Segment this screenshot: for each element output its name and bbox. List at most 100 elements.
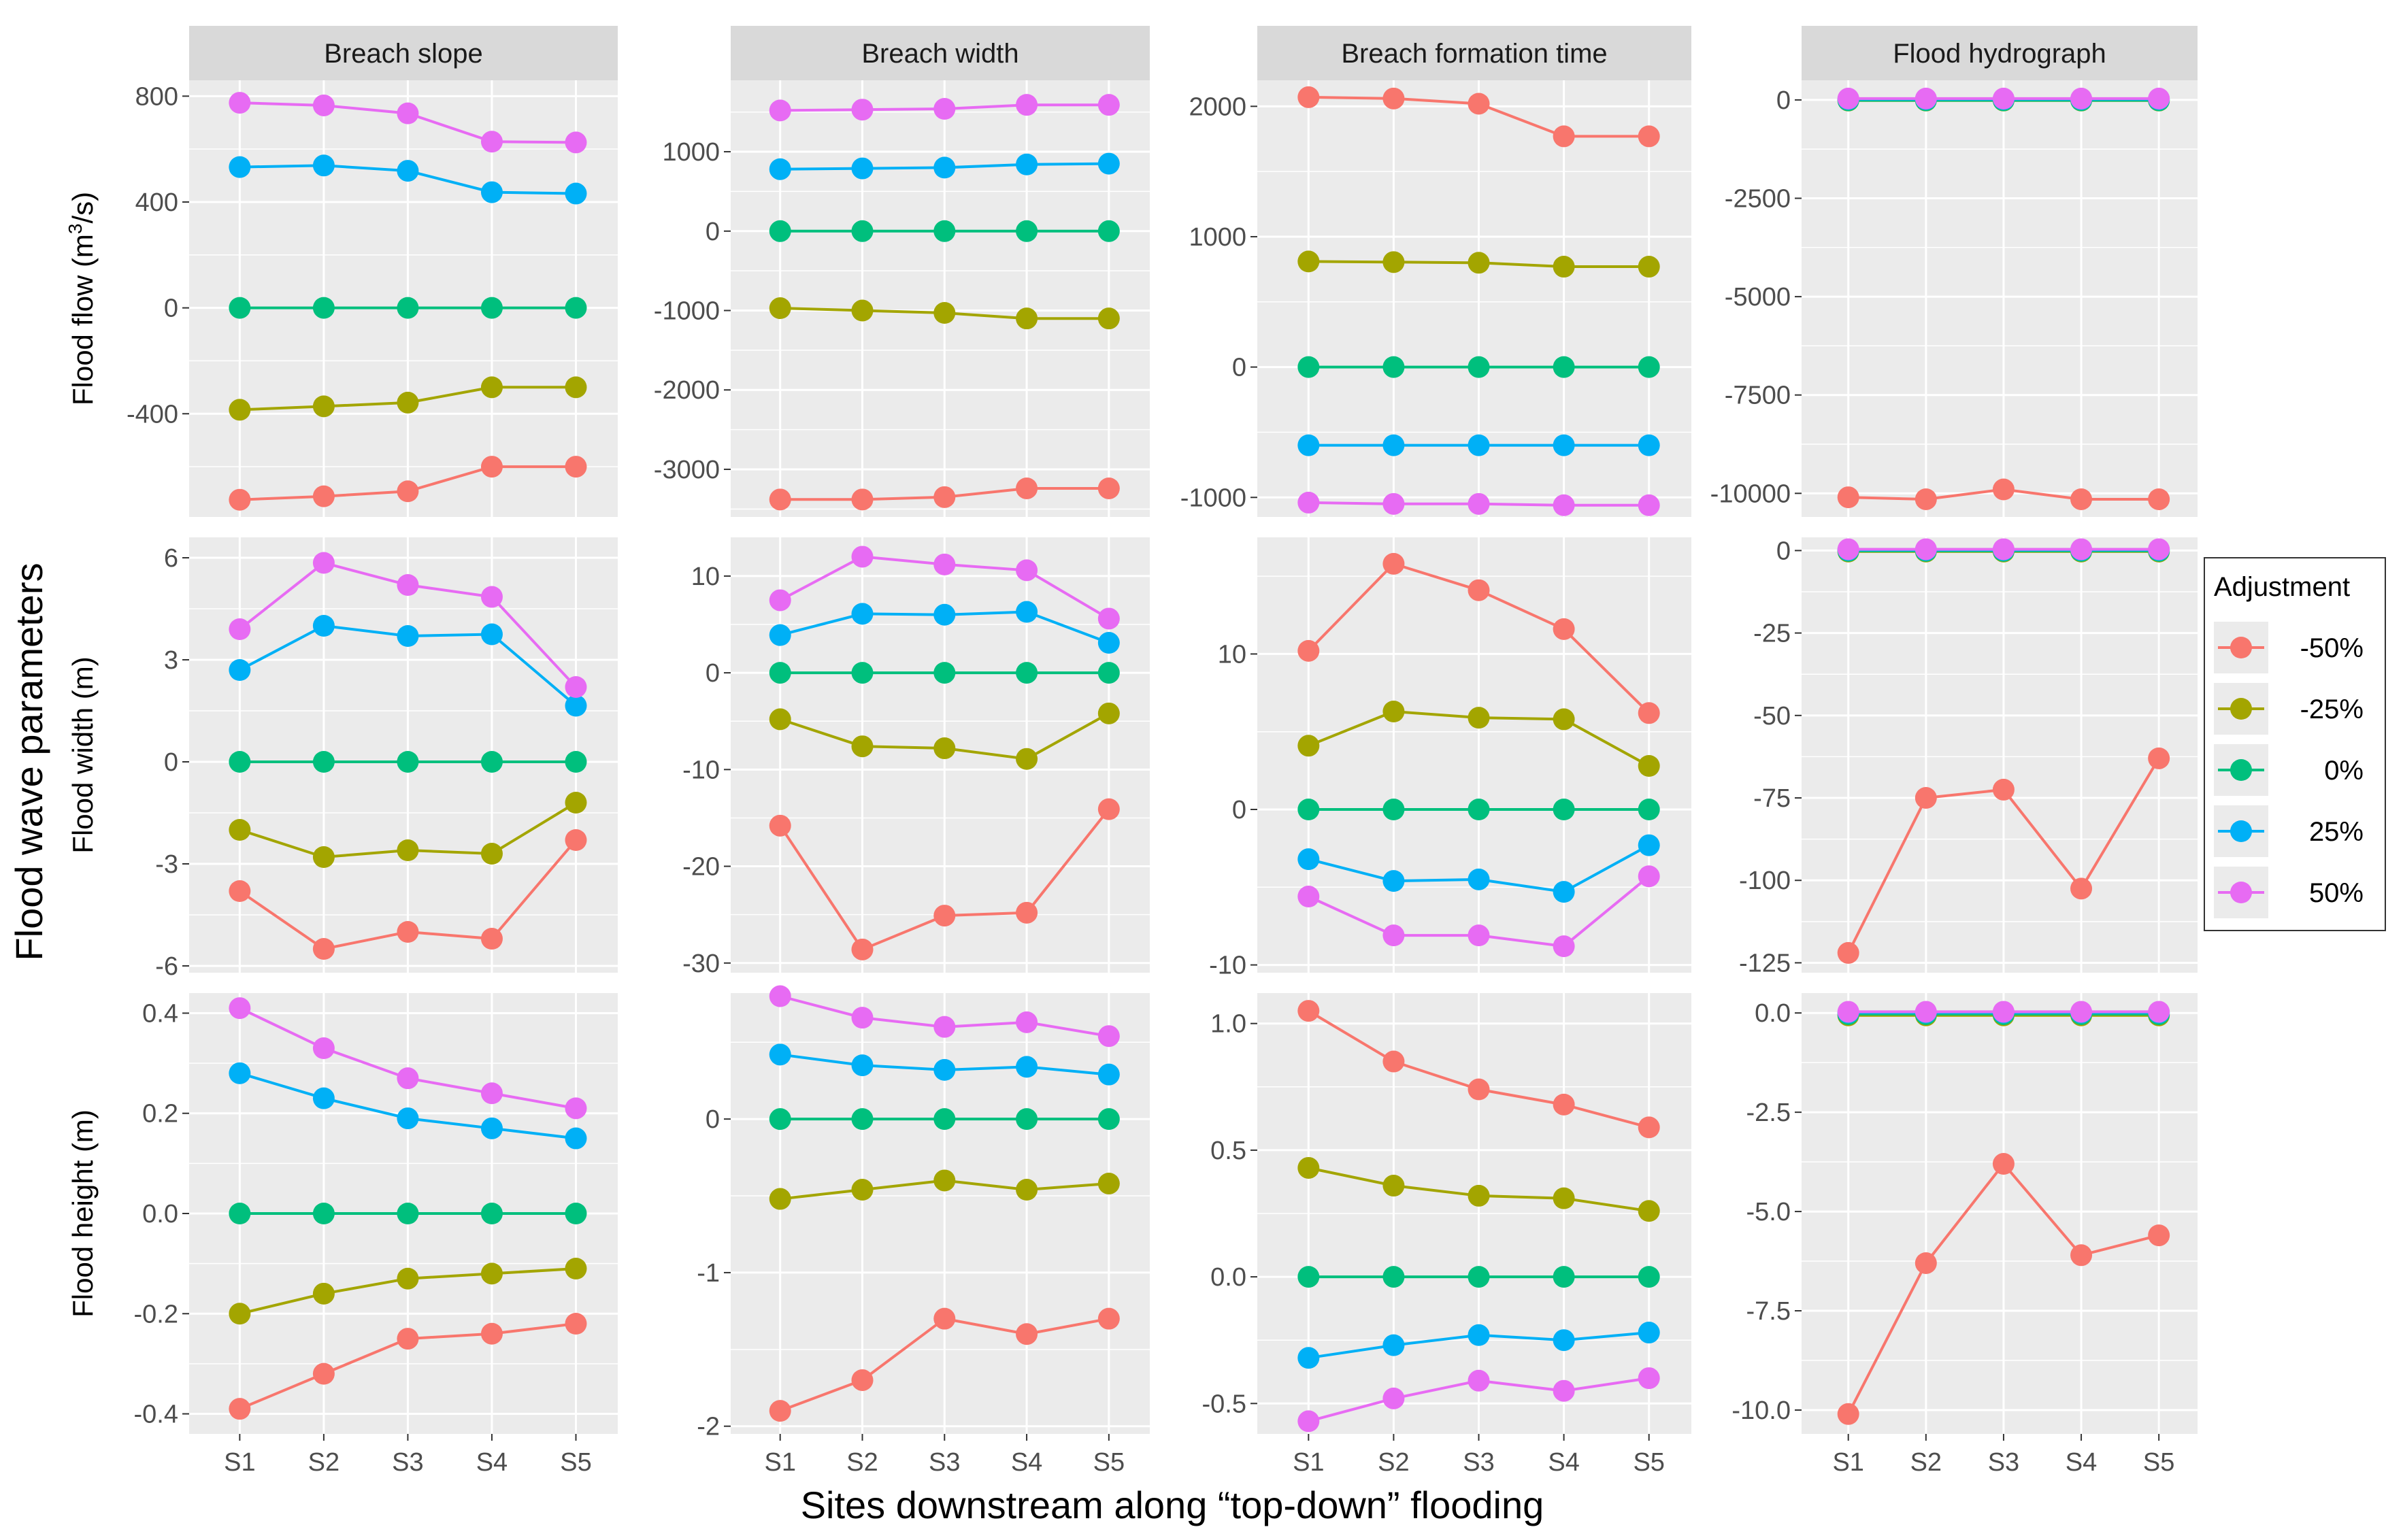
data-point [1638, 1322, 1660, 1344]
data-point [851, 220, 874, 242]
series-0% [1297, 799, 1660, 820]
data-point [1837, 486, 1859, 509]
strip-label: Breach width [861, 39, 1018, 69]
data-point [1992, 1153, 2015, 1175]
legend-key-point [2230, 759, 2252, 781]
y-tick-label: 0 [1232, 796, 1246, 824]
series--50% [1837, 478, 2170, 510]
data-point [229, 659, 251, 681]
data-point [229, 488, 251, 511]
panel-r1-c4: 0 -2500 -5000 -7500 -10000 [1710, 80, 2198, 517]
data-point [769, 624, 791, 646]
data-point [1382, 356, 1405, 378]
legend-key-point [2230, 820, 2252, 842]
data-point [312, 485, 335, 507]
x-tick-label: S2 [1378, 1448, 1409, 1477]
data-point [565, 694, 587, 717]
data-point [397, 1107, 419, 1130]
data-point [1016, 220, 1038, 242]
data-point [1468, 1324, 1490, 1346]
data-point [1553, 1093, 1575, 1116]
y-tick-label: -7500 [1725, 382, 1791, 410]
data-point [1297, 1347, 1320, 1369]
series-25% [1297, 434, 1660, 456]
data-point [1638, 755, 1660, 777]
series-0% [229, 751, 587, 773]
data-point [229, 92, 251, 114]
y-tick-label: -10000 [1710, 480, 1791, 508]
x-tick-label: S1 [224, 1448, 255, 1477]
series--50% [229, 1313, 587, 1420]
data-point [1553, 1266, 1575, 1288]
data-point [312, 1087, 335, 1109]
data-point [1297, 1156, 1320, 1179]
data-point [1468, 492, 1490, 515]
x-tick-label: S2 [846, 1448, 878, 1477]
data-point [397, 1203, 419, 1224]
data-point [312, 615, 335, 637]
data-point [1297, 735, 1320, 757]
data-point [312, 297, 335, 319]
data-point [1097, 1025, 1120, 1048]
data-point [480, 843, 503, 865]
data-point [1097, 220, 1120, 242]
series-50% [1297, 491, 1660, 516]
data-point [851, 603, 874, 625]
y-tick-label: 0 [706, 1105, 720, 1134]
data-point [1097, 632, 1120, 654]
x-axis-title: Sites downstream along “top-down” floodi… [801, 1484, 1544, 1526]
data-point [1468, 434, 1490, 456]
data-point [397, 1067, 419, 1090]
data-point [769, 985, 791, 1007]
series-50% [769, 985, 1120, 1048]
data-point [1016, 901, 1038, 924]
data-point [1097, 152, 1120, 175]
data-point [769, 158, 791, 180]
data-point [851, 1179, 874, 1201]
data-point [769, 1108, 791, 1131]
data-point [1837, 538, 1859, 560]
data-point [1297, 639, 1320, 662]
legend-label: 0% [2324, 756, 2364, 786]
legend-entry-5: 50% [2214, 867, 2364, 918]
data-point [480, 1262, 503, 1285]
data-point [229, 880, 251, 902]
data-point [1297, 86, 1320, 108]
data-point [1553, 256, 1575, 278]
y-tick-label: -20 [682, 853, 720, 882]
legend-label: 25% [2309, 817, 2364, 847]
y-tick-label: 400 [135, 188, 178, 217]
y-tick-label: 0.4 [142, 999, 178, 1028]
data-point [229, 819, 251, 841]
data-point [565, 751, 587, 773]
data-point [1553, 935, 1575, 958]
series-25% [229, 615, 587, 717]
data-point [1468, 1184, 1490, 1207]
data-point [1382, 924, 1405, 947]
y-tick-label: -50 [1753, 702, 1791, 731]
series-50% [1837, 87, 2170, 110]
panel-background [731, 993, 1150, 1434]
data-point [1638, 865, 1660, 888]
data-point [2148, 538, 2170, 560]
y-tick-label: 3 [164, 646, 178, 675]
data-point [480, 623, 503, 646]
y-tick-label: -125 [1739, 949, 1791, 977]
data-point [565, 829, 587, 851]
data-point [1297, 886, 1320, 907]
data-point [480, 1203, 503, 1224]
x-tick-label: S4 [476, 1448, 508, 1477]
x-tick-label: S5 [1093, 1448, 1125, 1477]
data-point [851, 299, 874, 322]
panel-background [731, 80, 1150, 517]
data-point [397, 1267, 419, 1290]
data-point [769, 708, 791, 731]
series--50% [1297, 552, 1660, 724]
data-point [229, 1303, 251, 1325]
y-tick-label: -3000 [654, 456, 720, 484]
data-point [565, 676, 587, 698]
data-point [933, 1016, 956, 1038]
data-point [397, 839, 419, 861]
series-25% [769, 1043, 1120, 1086]
